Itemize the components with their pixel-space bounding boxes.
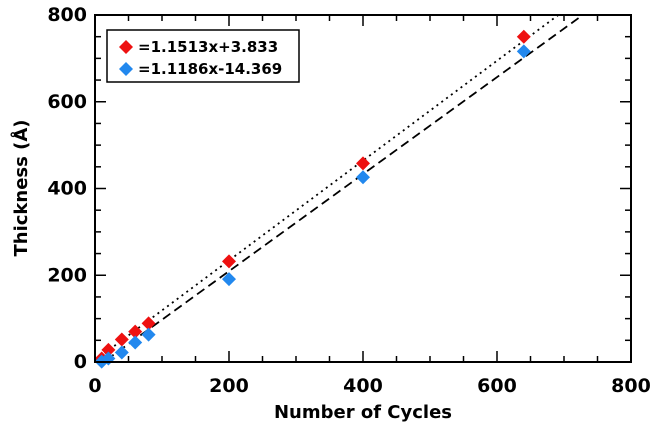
legend-marker xyxy=(119,62,133,76)
tick-labels: 0 200 400 600 800 0 200 400 600 800 xyxy=(47,4,651,397)
data-point xyxy=(141,327,156,342)
data-point xyxy=(222,272,236,287)
x-tick-label: 200 xyxy=(209,375,249,397)
data-point xyxy=(516,44,531,59)
data-point xyxy=(114,345,129,360)
x-tick-label: 600 xyxy=(477,375,517,397)
x-axis-title: Number of Cycles xyxy=(274,402,452,423)
y-axis-title: Thickness (Å) xyxy=(9,119,32,256)
data-points xyxy=(94,29,531,369)
y-tick-label: 800 xyxy=(47,4,87,26)
legend-box xyxy=(106,29,300,83)
legend-label: =1.1186x-14.369 xyxy=(138,60,282,78)
x-tick-label: 800 xyxy=(611,375,651,397)
x-tick-label: 0 xyxy=(88,375,101,397)
data-point xyxy=(356,156,370,171)
data-point xyxy=(516,29,531,44)
legend-marker xyxy=(119,40,133,54)
y-tick-label: 200 xyxy=(47,264,87,286)
x-tick-label: 400 xyxy=(343,375,383,397)
y-tick-label: 0 xyxy=(74,351,87,373)
axis-ticks xyxy=(94,14,632,363)
data-point xyxy=(356,170,370,185)
y-tick-label: 600 xyxy=(47,91,87,113)
data-point xyxy=(128,335,143,350)
data-point xyxy=(101,342,116,357)
data-point xyxy=(128,324,143,339)
y-tick-label: 400 xyxy=(47,178,87,200)
legend: =1.1513x+3.833 =1.1186x-14.369 xyxy=(106,29,300,83)
data-point xyxy=(141,316,156,331)
legend-label: =1.1513x+3.833 xyxy=(138,38,278,56)
data-point xyxy=(222,254,236,269)
data-point xyxy=(114,332,129,347)
